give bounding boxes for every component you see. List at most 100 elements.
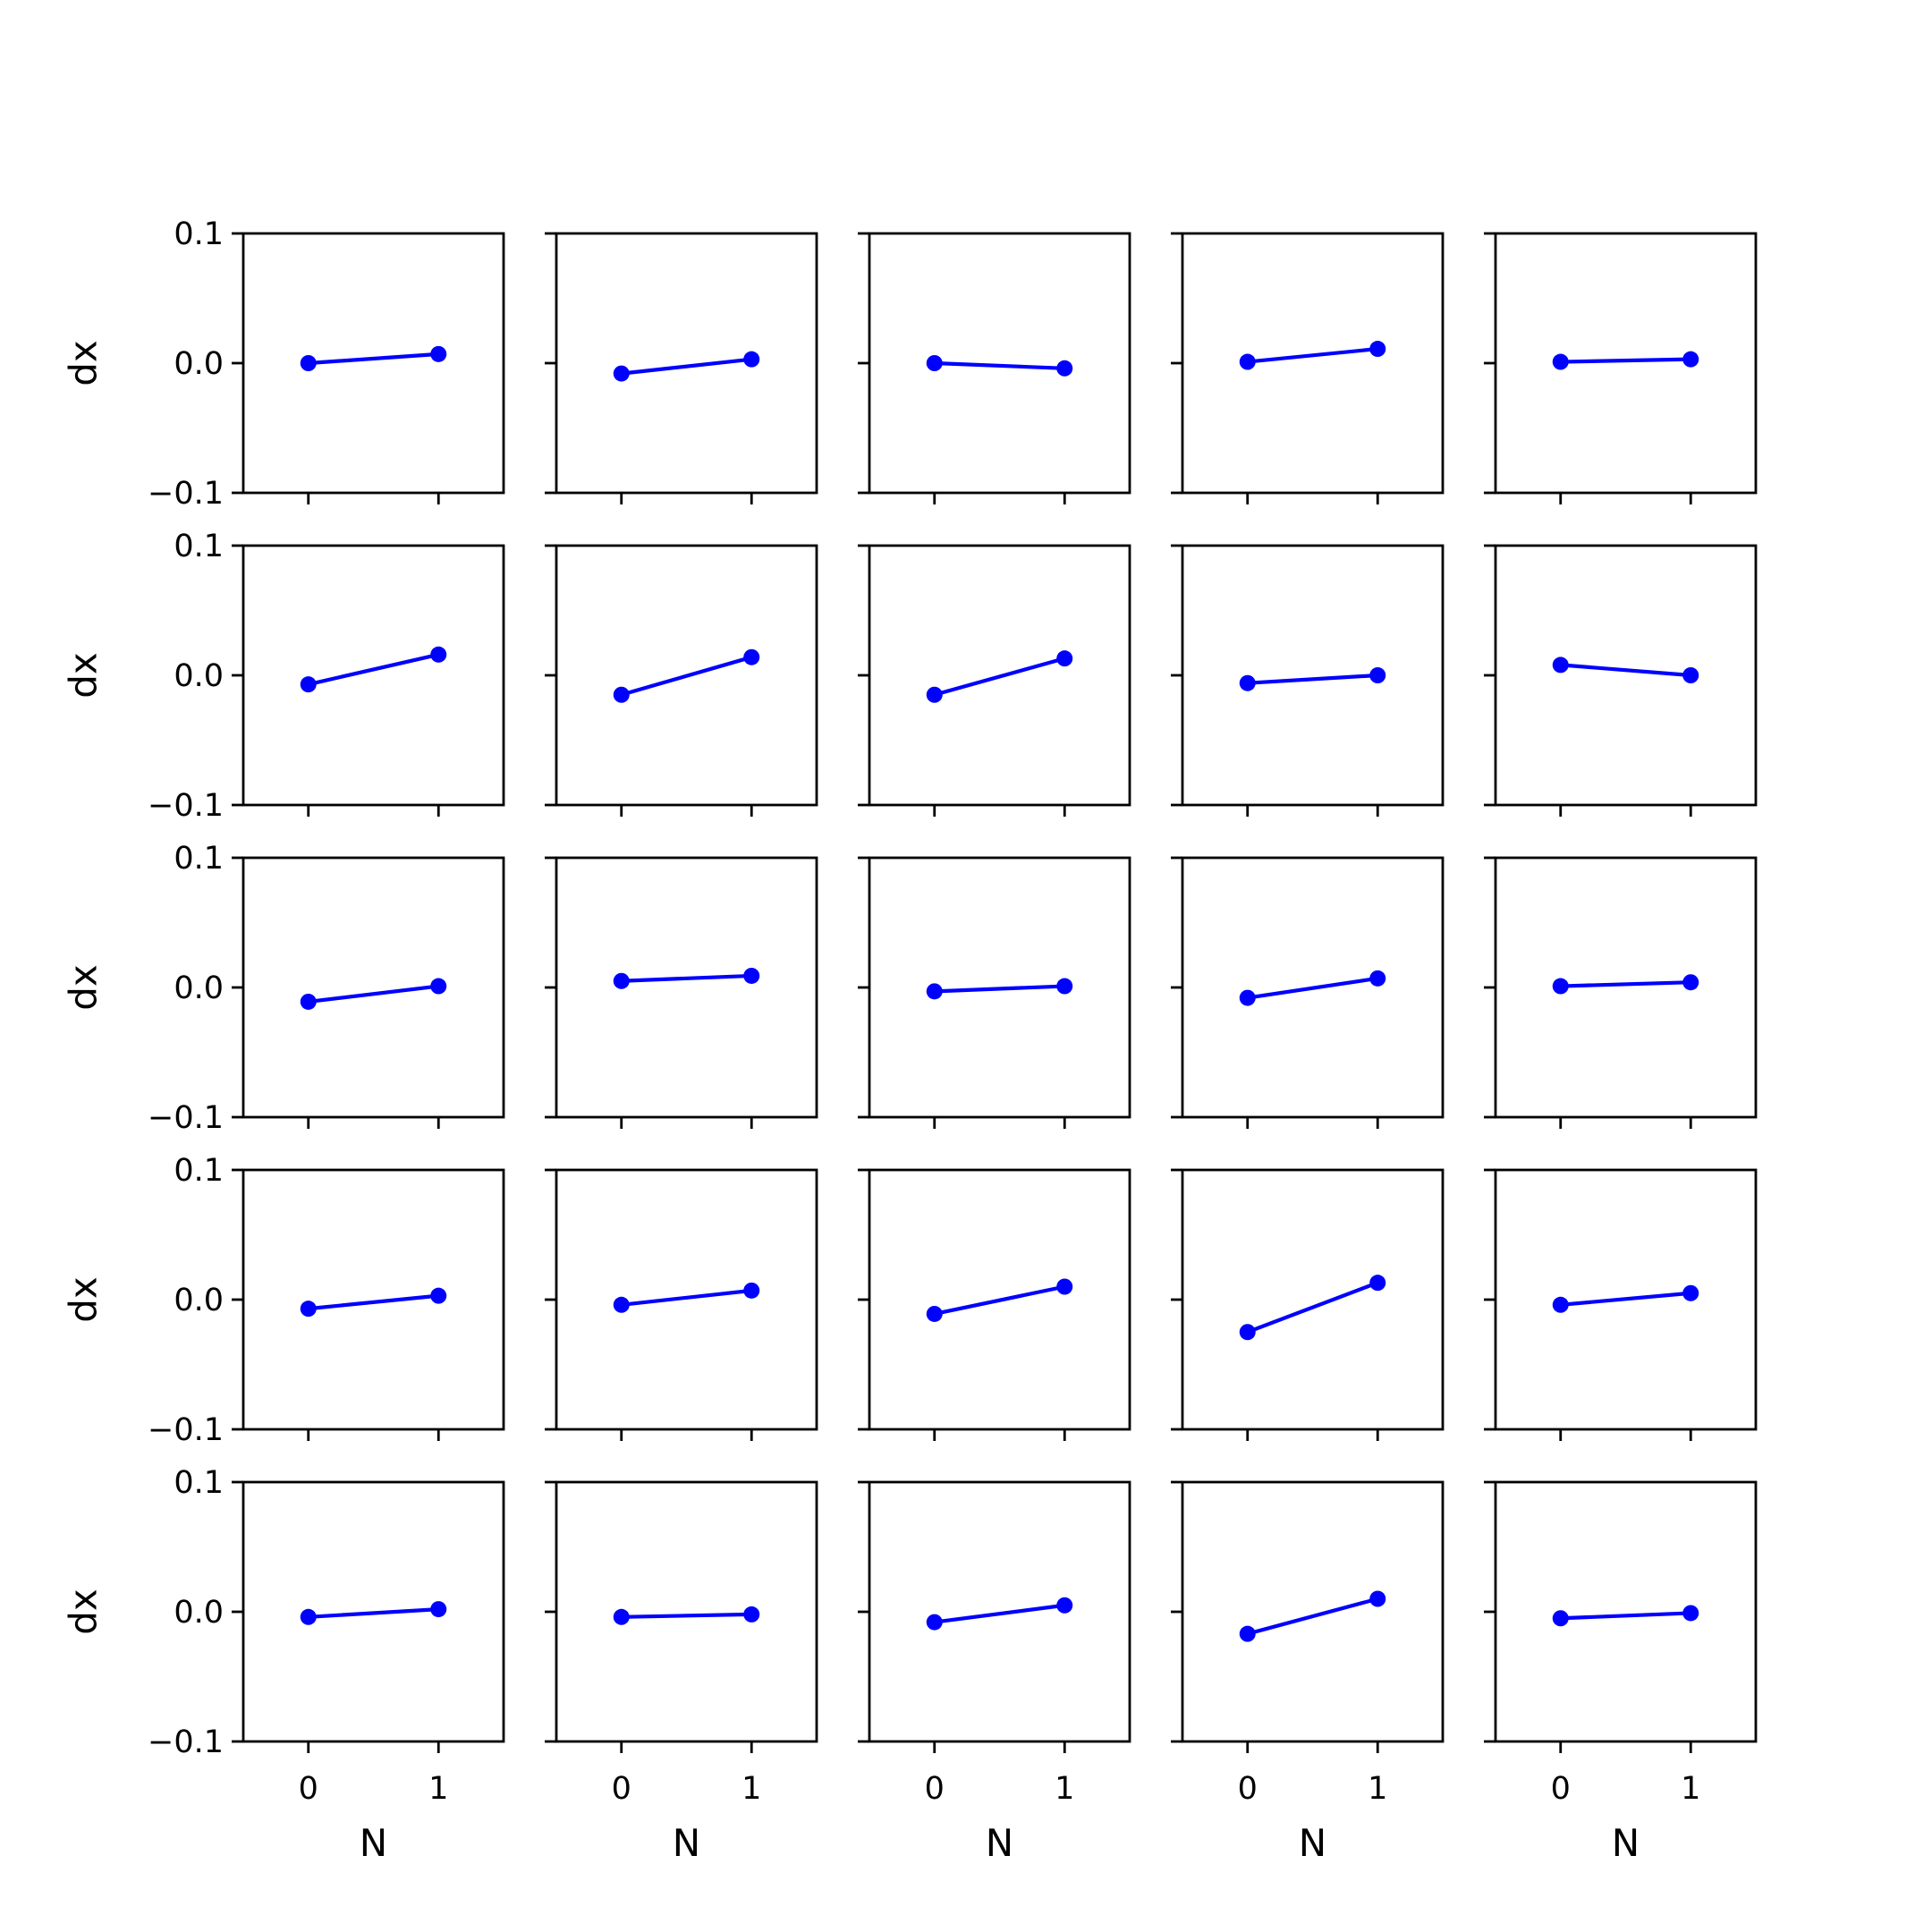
- subplot-0-3: [1171, 232, 1445, 504]
- series-line: [619, 357, 754, 376]
- data-point: [613, 686, 630, 703]
- x-tick-label: 1: [1681, 1771, 1700, 1807]
- y-tick-label: 0.1: [174, 216, 224, 252]
- y-tick-label: 0.0: [174, 970, 224, 1006]
- axes-frame: [1494, 856, 1758, 1119]
- axes-frame: [555, 1480, 818, 1743]
- x-tick-label: 0: [1551, 1771, 1571, 1807]
- subplot-0-2: [858, 232, 1131, 504]
- x-tick-label: 0: [299, 1771, 318, 1807]
- data-point: [1369, 341, 1386, 358]
- data-point: [1369, 1590, 1386, 1607]
- data-point: [743, 648, 760, 665]
- subplot-1-4: [1484, 544, 1758, 817]
- subplot-2-2: [858, 856, 1131, 1129]
- series-line: [1558, 663, 1693, 678]
- subplot-3-0: 0.1 0.0 −0.1 dx: [62, 1153, 505, 1448]
- data-point: [1552, 978, 1569, 995]
- series-line: [1245, 976, 1380, 1000]
- data-point: [613, 1296, 630, 1313]
- data-point: [430, 345, 447, 362]
- y-tick-label: 0.1: [174, 1465, 224, 1501]
- data-point: [1552, 657, 1569, 674]
- x-tick-label: 0: [1238, 1771, 1258, 1807]
- subplot-4-3: 0 1 N: [1171, 1480, 1445, 1865]
- data-point: [613, 972, 630, 989]
- data-point: [1369, 970, 1386, 987]
- axes-frame: [242, 232, 505, 495]
- y-axis-label: dx: [62, 652, 106, 699]
- y-tick-label: −0.1: [148, 1412, 224, 1448]
- y-tick-label: 0.1: [174, 1153, 224, 1189]
- data-point: [1682, 667, 1699, 683]
- subplot-4-0: 0.1 0.0 −0.1 0 1 dx N: [62, 1465, 505, 1865]
- series-line: [306, 352, 441, 366]
- subplot-1-1: [545, 544, 818, 817]
- axes-frame: [1181, 544, 1445, 807]
- series-line: [932, 1603, 1067, 1624]
- subplot-2-0: 0.1 0.0 −0.1 dx: [62, 841, 505, 1136]
- y-axis-label: dx: [62, 1589, 106, 1635]
- y-tick-label: −0.1: [148, 1724, 224, 1760]
- subplot-0-0: 0.1 0.0 −0.1 dx: [62, 216, 505, 512]
- data-point: [926, 983, 943, 1000]
- series-line: [306, 1293, 441, 1311]
- data-point: [1552, 353, 1569, 370]
- data-point: [926, 355, 943, 371]
- data-point: [613, 365, 630, 382]
- x-tick-label: 1: [428, 1771, 448, 1807]
- series-line: [1558, 1291, 1693, 1307]
- axes-frame: [555, 856, 818, 1119]
- subplot-1-0: 0.1 0.0 −0.1 dx: [62, 529, 505, 824]
- data-point: [1239, 1324, 1256, 1341]
- data-point: [1056, 1597, 1073, 1614]
- axes-frame: [1181, 1168, 1445, 1431]
- series-line: [932, 360, 1067, 370]
- data-point: [926, 1614, 943, 1631]
- subplot-3-3: [1171, 1168, 1445, 1441]
- series-line: [1245, 346, 1380, 364]
- series-line: [1245, 673, 1380, 685]
- data-point: [300, 676, 317, 693]
- data-point: [300, 1608, 317, 1625]
- series-line: [619, 1612, 754, 1619]
- subplot-1-2: [858, 544, 1131, 817]
- data-point: [1239, 674, 1256, 691]
- subplot-3-4: [1484, 1168, 1758, 1441]
- data-point: [926, 1305, 943, 1322]
- data-point: [1552, 1610, 1569, 1627]
- x-tick-label: 0: [925, 1771, 945, 1807]
- data-point: [1682, 1284, 1699, 1301]
- series-line: [1558, 357, 1693, 364]
- x-axis-label: N: [673, 1821, 700, 1865]
- data-point: [300, 993, 317, 1010]
- y-axis-label: dx: [62, 340, 106, 386]
- axes-frame: [555, 232, 818, 495]
- series-line: [619, 1288, 754, 1307]
- subplot-3-2: [858, 1168, 1131, 1441]
- data-point: [926, 686, 943, 703]
- x-tick-label: 1: [741, 1771, 761, 1807]
- axes-frame: [868, 232, 1131, 495]
- axes-frame: [1494, 232, 1758, 495]
- series-line: [619, 973, 754, 983]
- y-tick-label: −0.1: [148, 788, 224, 824]
- data-point: [1056, 1278, 1073, 1295]
- data-point: [1056, 978, 1073, 995]
- subplot-1-3: [1171, 544, 1445, 817]
- subplot-2-1: [545, 856, 818, 1129]
- data-point: [743, 351, 760, 368]
- series-line: [1245, 1597, 1380, 1636]
- data-point: [430, 978, 447, 995]
- data-point: [430, 1601, 447, 1618]
- y-tick-label: −0.1: [148, 1100, 224, 1136]
- subplot-4-4: 0 1 N: [1484, 1480, 1758, 1865]
- data-point: [300, 355, 317, 371]
- subplot-3-1: [545, 1168, 818, 1441]
- series-line: [1558, 1611, 1693, 1621]
- y-tick-label: 0.0: [174, 1595, 224, 1631]
- axes-frame: [868, 1480, 1131, 1743]
- axes-frame: [1494, 544, 1758, 807]
- series-line: [306, 1606, 441, 1619]
